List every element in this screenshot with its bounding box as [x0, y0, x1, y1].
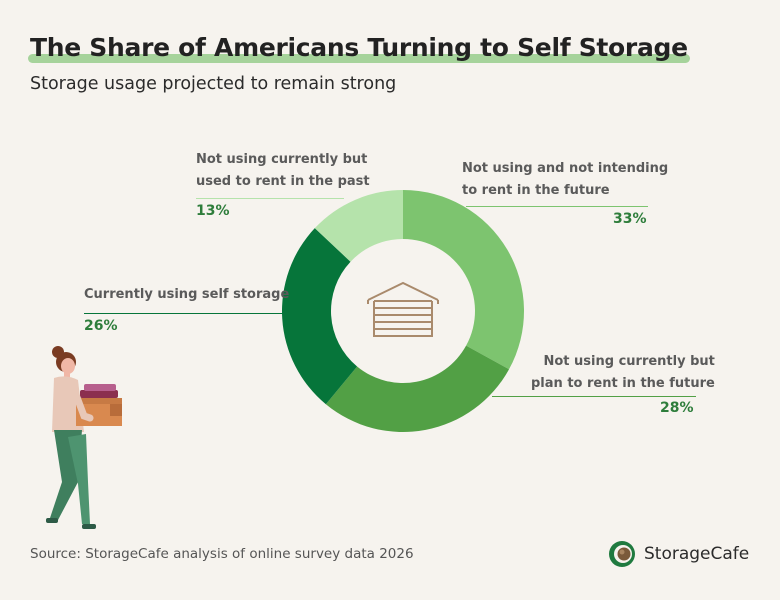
donut-slice-past — [314, 190, 403, 262]
donut-slice-plan — [325, 345, 510, 432]
page-title: The Share of Americans Turning to Self S… — [28, 32, 690, 64]
donut-slices — [282, 190, 524, 432]
page-title-text: The Share of Americans Turning to Self S… — [30, 33, 688, 62]
slice-label-plan-line1: Not using currently but — [543, 354, 715, 369]
slice-pct-plan: 28% — [660, 400, 694, 416]
slice-label-plan-line2: plan to rent in the future — [531, 376, 715, 391]
storagecafe-logo-icon — [609, 541, 635, 567]
slice-pct-past: 13% — [196, 203, 230, 219]
person-carrying-boxes-illustration — [46, 346, 122, 529]
leader-line-28 — [492, 396, 696, 397]
slice-label-currently: Currently using self storage — [84, 284, 289, 306]
source-note: Source: StorageCafe analysis of online s… — [30, 546, 414, 562]
storagecafe-logo[interactable]: StorageCafe — [608, 540, 749, 568]
slice-label-not-intending-line1: Not using and not intending — [462, 161, 669, 176]
slice-label-currently-line1: Currently using self storage — [84, 287, 290, 302]
leader-line-33 — [466, 206, 648, 207]
garage-icon — [367, 281, 439, 337]
slice-label-plan: Not using currently but plan to rent in … — [531, 351, 715, 395]
slice-label-not-intending-line2: to rent in the future — [462, 183, 610, 198]
slice-label-not-intending: Not using and not intending to rent in t… — [462, 158, 668, 202]
slice-label-past-line1: Not using currently but — [196, 152, 368, 167]
page-subtitle: Storage usage projected to remain strong — [30, 74, 397, 94]
slice-label-past: Not using currently but used to rent in … — [196, 149, 370, 193]
donut-slice-not-intending — [403, 190, 524, 370]
leader-line-13 — [196, 198, 344, 199]
slice-pct-currently: 26% — [84, 318, 118, 334]
logo-text: StorageCafe — [644, 544, 750, 564]
title-wrap: The Share of Americans Turning to Self S… — [28, 32, 690, 64]
slice-label-past-line2: used to rent in the past — [196, 174, 370, 189]
leader-line-26 — [84, 313, 284, 314]
donut-slice-currently — [282, 228, 358, 405]
slice-pct-not-intending: 33% — [613, 211, 647, 227]
